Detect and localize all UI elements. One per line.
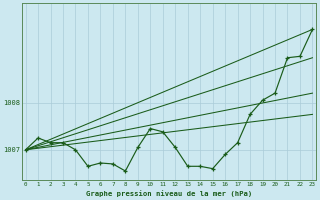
X-axis label: Graphe pression niveau de la mer (hPa): Graphe pression niveau de la mer (hPa) [86,190,252,197]
